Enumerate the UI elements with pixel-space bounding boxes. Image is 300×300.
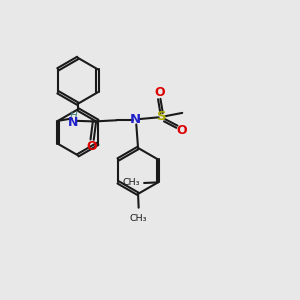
Text: S: S: [157, 110, 166, 123]
Text: N: N: [68, 116, 79, 128]
Text: O: O: [87, 140, 98, 153]
Text: O: O: [154, 86, 165, 99]
Text: CH₃: CH₃: [130, 214, 147, 224]
Text: CH₃: CH₃: [123, 178, 140, 188]
Text: O: O: [176, 124, 187, 137]
Text: N: N: [130, 113, 141, 126]
Text: H: H: [69, 111, 77, 122]
